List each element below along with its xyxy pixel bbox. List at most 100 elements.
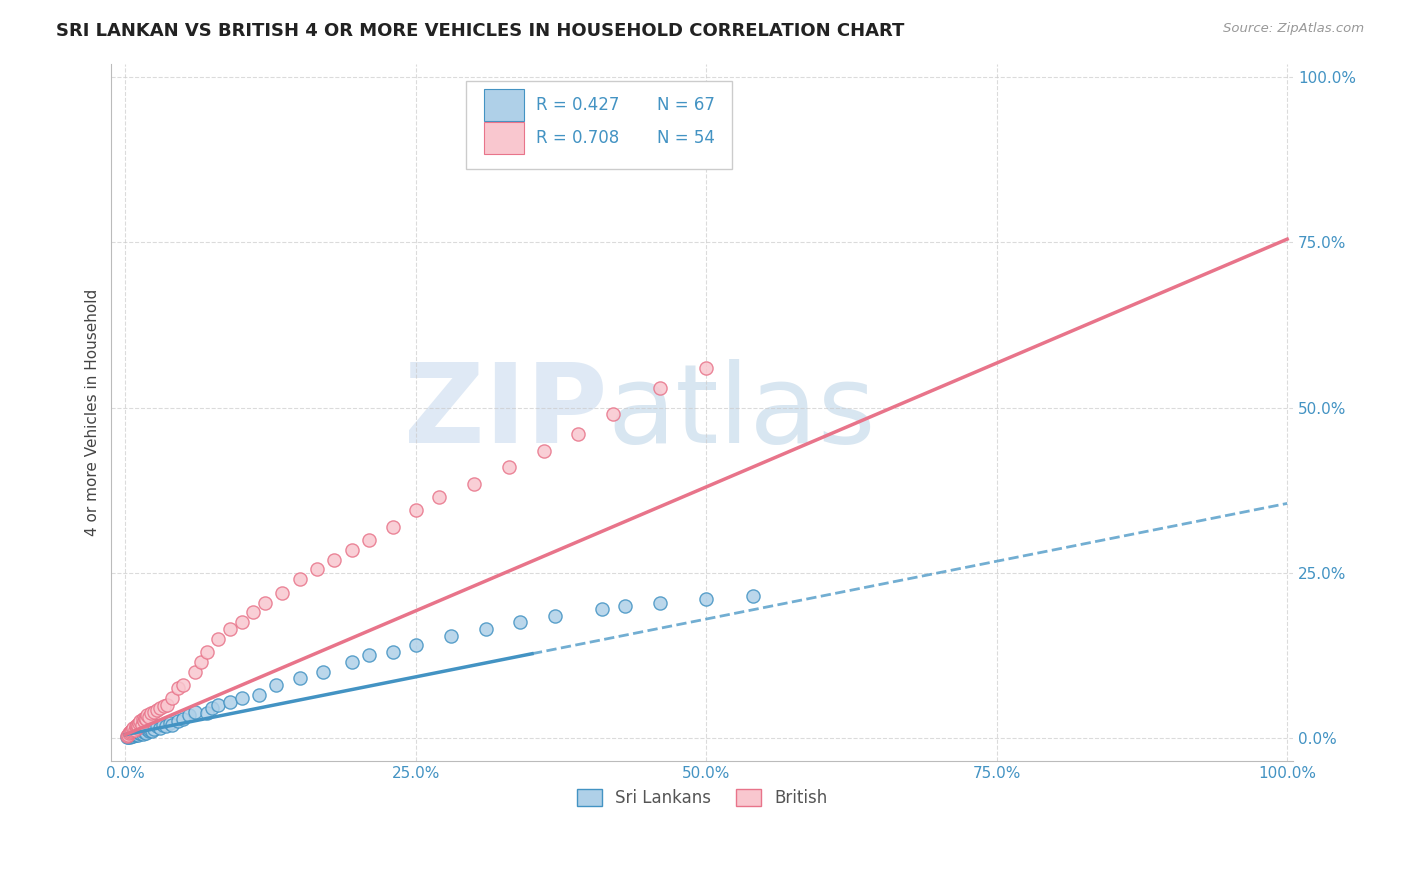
Point xyxy=(118,729,141,743)
Point xyxy=(127,723,149,737)
Point xyxy=(120,727,142,741)
Point xyxy=(156,698,179,712)
Point xyxy=(648,595,671,609)
Point xyxy=(141,723,163,738)
Point xyxy=(128,726,150,740)
Point xyxy=(115,730,138,744)
Point xyxy=(695,592,717,607)
Point xyxy=(125,717,148,731)
Point xyxy=(129,714,152,729)
Point xyxy=(155,719,177,733)
Point xyxy=(359,533,381,547)
Point xyxy=(135,713,157,727)
Point xyxy=(118,728,141,742)
Point xyxy=(533,443,555,458)
Point xyxy=(195,706,218,720)
Point xyxy=(266,678,288,692)
Point xyxy=(117,731,139,745)
Point xyxy=(323,552,346,566)
Point xyxy=(121,726,143,740)
Point xyxy=(160,717,183,731)
Point xyxy=(124,725,146,739)
Point xyxy=(127,719,149,733)
Point xyxy=(132,727,155,741)
Point xyxy=(427,490,450,504)
Point xyxy=(125,723,148,738)
Point xyxy=(179,707,201,722)
Point xyxy=(463,476,485,491)
Point xyxy=(247,688,270,702)
Point xyxy=(440,628,463,642)
Point xyxy=(340,542,363,557)
Text: R = 0.427: R = 0.427 xyxy=(536,96,619,114)
Point xyxy=(190,655,212,669)
Point xyxy=(120,729,142,743)
Point xyxy=(405,639,427,653)
Point xyxy=(405,503,427,517)
Point xyxy=(122,721,145,735)
Point xyxy=(207,632,229,646)
Text: R = 0.708: R = 0.708 xyxy=(536,129,619,147)
Point xyxy=(544,608,567,623)
Point xyxy=(231,691,253,706)
Point xyxy=(288,573,311,587)
Point xyxy=(184,705,207,719)
Point xyxy=(129,725,152,739)
Point xyxy=(172,713,194,727)
Point xyxy=(340,655,363,669)
Point xyxy=(138,710,160,724)
Point xyxy=(134,711,156,725)
Point xyxy=(184,665,207,679)
Point xyxy=(132,725,155,739)
Text: N = 54: N = 54 xyxy=(657,129,716,147)
Text: SRI LANKAN VS BRITISH 4 OR MORE VEHICLES IN HOUSEHOLD CORRELATION CHART: SRI LANKAN VS BRITISH 4 OR MORE VEHICLES… xyxy=(56,22,904,40)
Point xyxy=(125,721,148,735)
Point xyxy=(359,648,381,663)
Point xyxy=(115,729,138,743)
Point xyxy=(143,705,166,719)
Point xyxy=(131,724,153,739)
Point xyxy=(145,703,167,717)
Legend: Sri Lankans, British: Sri Lankans, British xyxy=(568,780,837,815)
Point xyxy=(128,716,150,731)
Point xyxy=(118,726,141,740)
Point xyxy=(648,381,671,395)
Point xyxy=(498,460,520,475)
Point xyxy=(201,701,224,715)
FancyBboxPatch shape xyxy=(484,89,524,121)
Point xyxy=(166,681,188,696)
Point xyxy=(139,706,162,720)
Point xyxy=(120,724,142,739)
Text: N = 67: N = 67 xyxy=(657,96,716,114)
Point xyxy=(122,729,145,743)
Point xyxy=(132,723,155,737)
Point xyxy=(474,622,496,636)
Point xyxy=(602,407,624,421)
Point xyxy=(132,714,155,729)
Point xyxy=(134,723,156,738)
Point xyxy=(118,725,141,739)
Point xyxy=(139,723,162,737)
Point xyxy=(166,714,188,729)
Point xyxy=(139,721,162,735)
Point xyxy=(143,723,166,737)
Point xyxy=(312,665,335,679)
Point xyxy=(695,361,717,376)
Point xyxy=(149,721,172,735)
Y-axis label: 4 or more Vehicles in Household: 4 or more Vehicles in Household xyxy=(86,289,100,536)
Point xyxy=(195,645,218,659)
Point xyxy=(219,695,242,709)
Point xyxy=(128,723,150,737)
Point xyxy=(118,728,141,742)
Point xyxy=(125,719,148,733)
Point xyxy=(132,713,155,727)
Point xyxy=(125,724,148,739)
Point xyxy=(125,728,148,742)
Point xyxy=(135,725,157,739)
Point xyxy=(124,728,146,742)
Point xyxy=(381,645,404,659)
FancyBboxPatch shape xyxy=(465,81,731,169)
Point xyxy=(231,615,253,630)
Point xyxy=(307,562,329,576)
Point xyxy=(145,719,167,733)
